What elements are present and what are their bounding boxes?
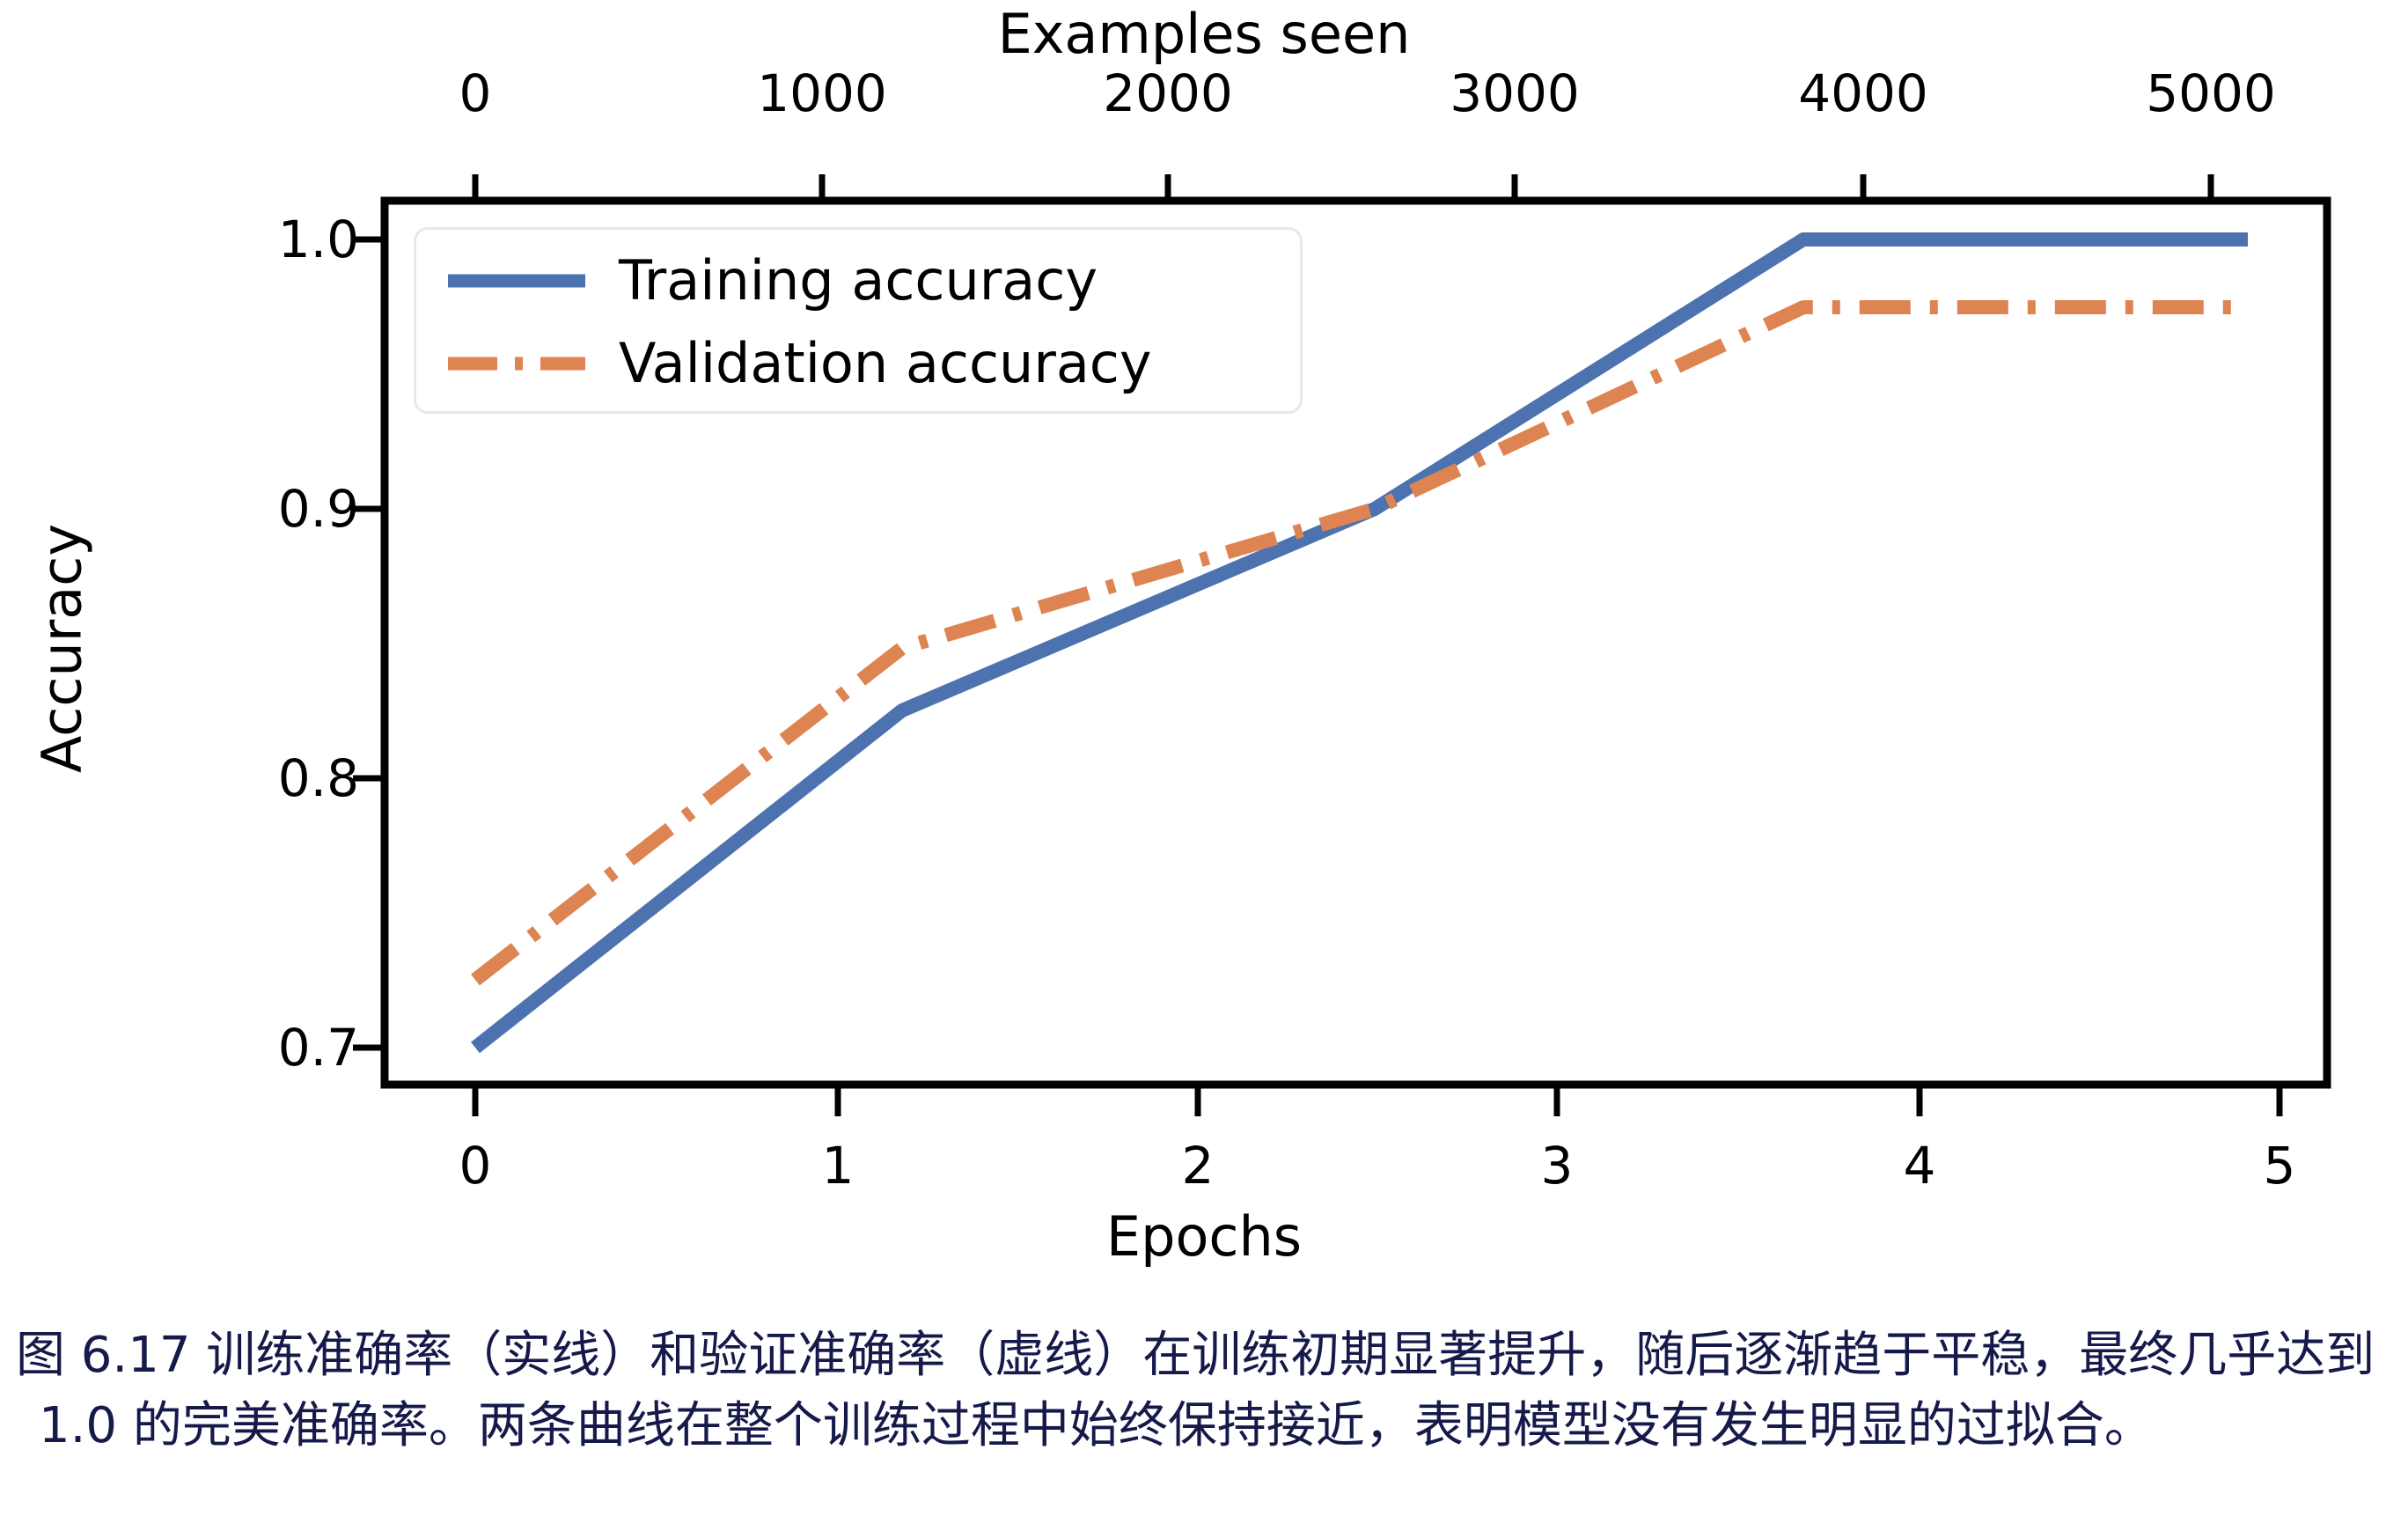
top-tick-label-2000: 2000 (1103, 63, 1233, 123)
top-tick-label-3000: 3000 (1450, 63, 1580, 123)
y-tick-label-1.0: 1.0 (277, 210, 359, 269)
x-tick-label-0: 0 (459, 1136, 492, 1196)
plot-frame (380, 196, 2331, 1089)
y-tick-label-0.8: 0.8 (277, 748, 359, 808)
y-axis-ticks (353, 236, 385, 1051)
x-tick-label-1: 1 (821, 1136, 855, 1196)
top-tick-label-1000: 1000 (757, 63, 887, 123)
legend-line-icon-validation (446, 342, 587, 386)
legend-item-validation-accuracy: Validation accuracy (416, 321, 1300, 406)
legend-label-validation-accuracy: Validation accuracy (619, 331, 1152, 395)
plot-svg (353, 174, 2331, 1116)
chart-plot-area: Examples seen Accuracy Epochs 0 1000 200… (30, 2, 2331, 1269)
legend: Training accuracy Validation accuracy (414, 227, 1303, 414)
caption-line-1: 图 6.17 训练准确率（实线）和验证准确率（虚线）在训练初期显著提升，随后逐渐… (16, 1327, 2375, 1384)
x-tick-label-3: 3 (1540, 1136, 1574, 1196)
top-tick-label-5000: 5000 (2146, 63, 2276, 123)
top-axis-title: Examples seen (997, 2, 1411, 66)
top-axis-ticks (472, 174, 2214, 201)
x-axis-title: Epochs (1105, 1204, 1303, 1269)
x-tick-label-5: 5 (2263, 1136, 2296, 1196)
x-tick-label-4: 4 (1903, 1136, 1936, 1196)
y-tick-label-0.7: 0.7 (277, 1018, 359, 1078)
legend-item-training-accuracy: Training accuracy (416, 239, 1300, 323)
series-line-training-accuracy (471, 232, 2248, 1054)
top-tick-label-4000: 4000 (1798, 63, 1928, 123)
top-tick-label-0: 0 (459, 63, 492, 123)
y-tick-label-0.9: 0.9 (277, 479, 359, 539)
x-tick-label-2: 2 (1181, 1136, 1215, 1196)
caption-line-2: 1.0 的完美准确率。两条曲线在整个训练过程中始终保持接近，表明模型没有发生明显… (39, 1396, 2154, 1454)
legend-label-training-accuracy: Training accuracy (619, 248, 1098, 313)
legend-line-icon-training (446, 259, 587, 303)
bottom-axis-ticks (472, 1085, 2283, 1116)
figure-caption: 图 6.17 训练准确率（实线）和验证准确率（虚线）在训练初期显著提升，随后逐渐… (0, 1321, 2408, 1461)
